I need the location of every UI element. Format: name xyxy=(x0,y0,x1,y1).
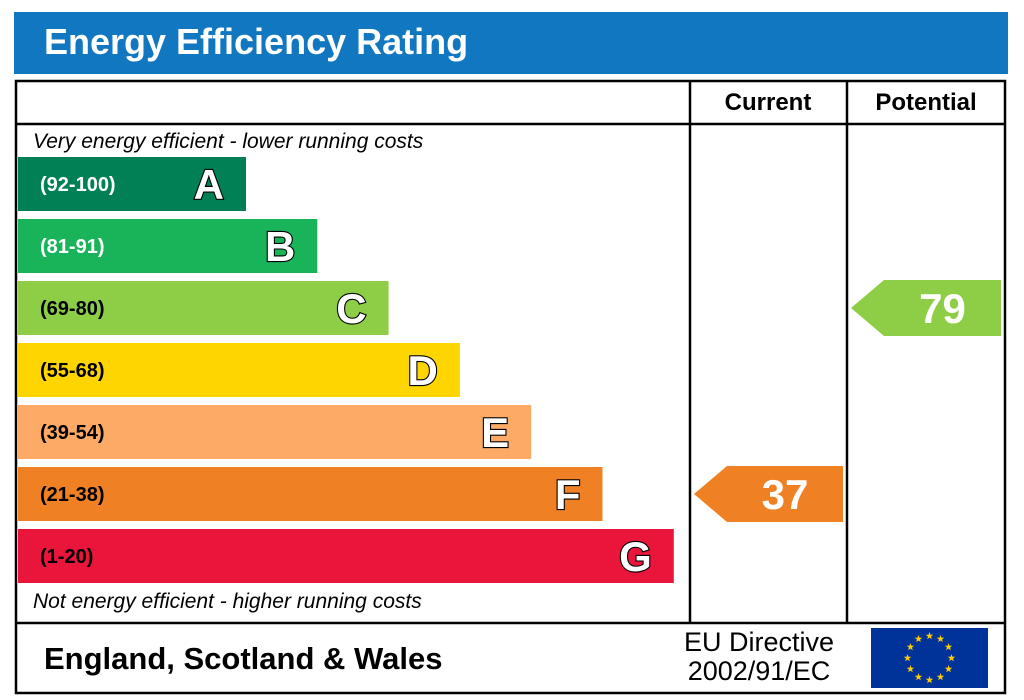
band-a-bar xyxy=(18,157,246,211)
bottom-caption: Not energy efficient - higher running co… xyxy=(33,590,422,613)
eu-star-icon xyxy=(947,654,956,662)
potential-rating-value: 79 xyxy=(919,285,966,332)
band-f-letter: F xyxy=(555,471,581,518)
band-g-bar xyxy=(18,529,674,583)
eu-star-icon xyxy=(914,673,923,681)
eu-directive-line1: EU Directive xyxy=(684,627,834,657)
table-frame xyxy=(14,79,1007,695)
eu-star-icon xyxy=(925,676,934,684)
band-c-range: (69-80) xyxy=(40,298,104,320)
eu-star-icon xyxy=(914,634,923,643)
band-d-bar xyxy=(18,343,460,397)
band-e-bar xyxy=(18,405,532,459)
rating-arrows: 37 79 xyxy=(694,280,1001,522)
header-bar xyxy=(14,12,1008,74)
band-e-letter: E xyxy=(481,409,509,456)
eu-star-icon xyxy=(944,643,953,651)
current-rating-arrow xyxy=(694,466,843,522)
top-caption: Very energy efficient - lower running co… xyxy=(33,130,424,153)
band-a-letter: A xyxy=(194,161,224,208)
footer-region: England, Scotland & Wales xyxy=(44,641,442,676)
band-e-range: (39-54) xyxy=(40,422,104,444)
eu-star-icon xyxy=(906,643,915,651)
band-f-bar xyxy=(18,467,603,521)
current-column-header: Current xyxy=(725,89,812,116)
rating-bands: (92-100) A (81-91) B (69-80) C (55-68) D (39-54)… xyxy=(18,157,674,583)
band-c-bar xyxy=(18,281,389,335)
eu-star-icon xyxy=(903,654,912,662)
band-d-range: (55-68) xyxy=(40,360,104,382)
potential-rating-arrow xyxy=(851,280,1001,336)
eu-star-icon xyxy=(925,632,934,640)
band-f-range: (21-38) xyxy=(40,484,104,506)
eu-flag-icon xyxy=(871,628,988,688)
potential-column-header: Potential xyxy=(875,89,976,116)
band-c-letter: C xyxy=(336,285,366,332)
band-g-letter: G xyxy=(619,533,652,580)
eu-directive-line2: 2002/91/EC xyxy=(688,656,831,686)
band-d-letter: D xyxy=(408,347,438,394)
band-b-bar xyxy=(18,219,318,273)
band-a-range: (92-100) xyxy=(40,174,116,196)
band-b-letter: B xyxy=(265,223,295,270)
eu-star-icon xyxy=(936,673,945,681)
chart-title: Energy Efficiency Rating xyxy=(44,21,468,62)
band-b-range: (81-91) xyxy=(40,236,104,258)
band-g-range: (1-20) xyxy=(40,546,93,568)
current-rating-value: 37 xyxy=(762,471,809,518)
eu-star-icon xyxy=(936,634,945,643)
eu-star-icon xyxy=(944,665,953,673)
eu-star-icon xyxy=(906,665,915,673)
